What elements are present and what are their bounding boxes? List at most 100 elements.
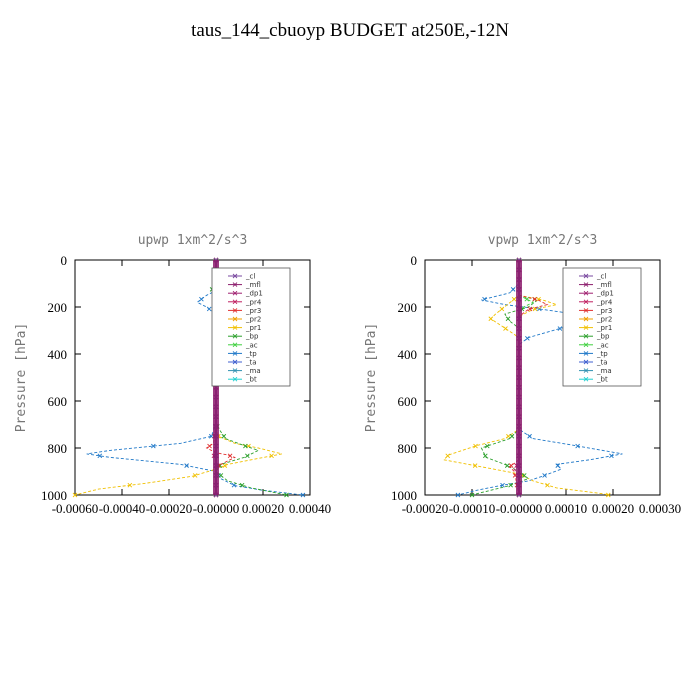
plot2-xtick-label: -0.00000: [496, 501, 543, 516]
plot1-legend-pr4: _pr4: [245, 298, 262, 306]
plot1-point-pr1: [192, 473, 198, 478]
plot1-ytick-label: 0: [61, 253, 68, 268]
plot1-legend-box: [211, 267, 291, 387]
plot1-legend-marker: [232, 282, 238, 287]
plot2-point-pr3: [508, 463, 514, 468]
plot1-ytick-label: 1000: [41, 488, 67, 503]
plot2-point-pr1: [506, 433, 511, 439]
plot1-ytick-label: 400: [48, 347, 68, 362]
plot2-legend-mfl: _mfl: [596, 281, 612, 289]
plot2-legend-marker: [583, 342, 589, 348]
plot2-point-pr3: [532, 296, 537, 302]
plot2-point-ac: [524, 296, 530, 302]
plot2-xtick-label: -0.00020: [402, 501, 449, 516]
plot2-legend-marker: [583, 290, 589, 296]
plot1-point-bp: [239, 482, 245, 488]
plot1-point-tp: [231, 482, 237, 488]
plot2-point-tp: [455, 492, 461, 498]
plot1-xtick-label: 0.00040: [289, 501, 331, 516]
plot2-point-bp: [484, 443, 490, 449]
plot2-legend-pr3: _pr3: [596, 307, 612, 315]
plot1-point-bp: [245, 453, 250, 459]
plot1-legend-ta: _ta: [245, 359, 257, 367]
plot1-legend-marker: [232, 351, 238, 356]
plot1-legend-marker: [232, 308, 238, 313]
plot1-point-tp: [206, 306, 212, 312]
plot2-series-pr3: [508, 260, 549, 496]
plot1-point-pr3: [207, 443, 212, 449]
plot1-title: upwp 1xm^2/s^3: [138, 233, 248, 248]
plot2-point-pr1: [499, 306, 505, 312]
plot2-legend-ac: _ac: [596, 341, 609, 349]
plot1-legend-tp: _tp: [245, 350, 257, 358]
plot1-point-bp: [243, 443, 248, 449]
plot2-legend-marker: [583, 325, 589, 330]
plot1-legend-bp: _bp: [245, 333, 259, 341]
plot2-legend-dp1: _dp1: [596, 290, 614, 298]
plot1-point-bp: [284, 492, 289, 498]
plot1-legend-dp1: _dp1: [245, 290, 263, 298]
plot1-legend-mfl: _mfl: [245, 281, 261, 289]
plot2-point-tp: [527, 433, 532, 439]
plot1-legend-marker: [232, 376, 238, 382]
plot2-point-pr1: [503, 326, 508, 331]
plot2-point-pr1: [488, 316, 494, 322]
plot2-legend-ta: _ta: [596, 359, 608, 367]
plot2-title: vpwp 1xm^2/s^3: [488, 233, 598, 248]
plot1-legend-ac: _ac: [245, 341, 258, 349]
plot2-series-pr1: [442, 260, 609, 496]
plot2-legend-marker: [583, 333, 589, 339]
plot2-point-bp: [508, 482, 513, 488]
figure-title: taus_144_cbuoyp BUDGET at250E,-12N: [191, 20, 509, 41]
plot2-point-tp: [542, 473, 547, 478]
plot1-legend-marker: [232, 325, 238, 330]
plot2-point-pr1: [511, 296, 517, 302]
plot2-legend-ma: _ma: [596, 367, 612, 375]
plot1-ylabel: Pressure [hPa]: [14, 323, 29, 433]
plot2-legend-marker: [583, 376, 589, 382]
plot2-ytick-label: 200: [398, 300, 418, 315]
plot2-ytick-label: 600: [398, 394, 418, 409]
plot2-point-pr1: [545, 482, 550, 488]
plot1-xtick-label: -0.00000: [193, 501, 240, 516]
plot1-legend-pr2: _pr2: [245, 316, 261, 324]
plot2-xtick-label: 0.00020: [592, 501, 634, 516]
plot1-series-pr3: [205, 260, 236, 495]
plot2-point-tp: [510, 287, 516, 292]
plot2-legend-bt: _bt: [596, 376, 608, 384]
plot2-zero-stack: [516, 260, 522, 495]
plot2-ytick-label: 0: [411, 253, 418, 268]
plot1-ytick-label: 600: [48, 394, 68, 409]
plot2-legend-pr1: _pr1: [596, 324, 612, 332]
plot1-legend-marker: [232, 333, 238, 339]
plot2-legend-marker: [583, 351, 589, 356]
plot2-point-tp: [575, 443, 580, 449]
plot1-legend-pr1: _pr1: [245, 324, 261, 332]
plot1-point-tp: [184, 463, 189, 468]
plot2-series-bp: [471, 260, 539, 496]
plot1-point-pr1: [127, 482, 133, 488]
plot1-point-pr3: [227, 453, 233, 459]
plot2-point-tp: [557, 326, 563, 331]
plot1-point-tp: [300, 492, 306, 498]
plot1-xtick-label: 0.00020: [242, 501, 284, 516]
plot2-ytick-label: 400: [398, 347, 418, 362]
plot2-point-tp: [609, 453, 614, 459]
plot1-point-tp: [97, 453, 103, 459]
plot2-legend-pr4: _pr4: [596, 298, 613, 306]
plot2-legend-marker: [583, 308, 589, 313]
plot2-legend-marker: [583, 273, 589, 279]
plot1-point-bp: [221, 433, 227, 439]
plot1-legend-marker: [232, 359, 238, 365]
plot2-frame: [424, 259, 661, 496]
plot1-legend-cl: _cl: [245, 273, 255, 281]
plot2-point-tp: [482, 296, 487, 302]
plot2-point-pr1: [445, 453, 451, 459]
plot2-point-bp: [482, 453, 488, 459]
plot1-legend-marker: [232, 290, 238, 296]
plot2-point-bp: [505, 316, 511, 322]
plot2-point-pr3: [527, 306, 533, 312]
plot2-point-bp: [521, 473, 527, 478]
plot1-xtick-label: -0.00020: [146, 501, 193, 516]
